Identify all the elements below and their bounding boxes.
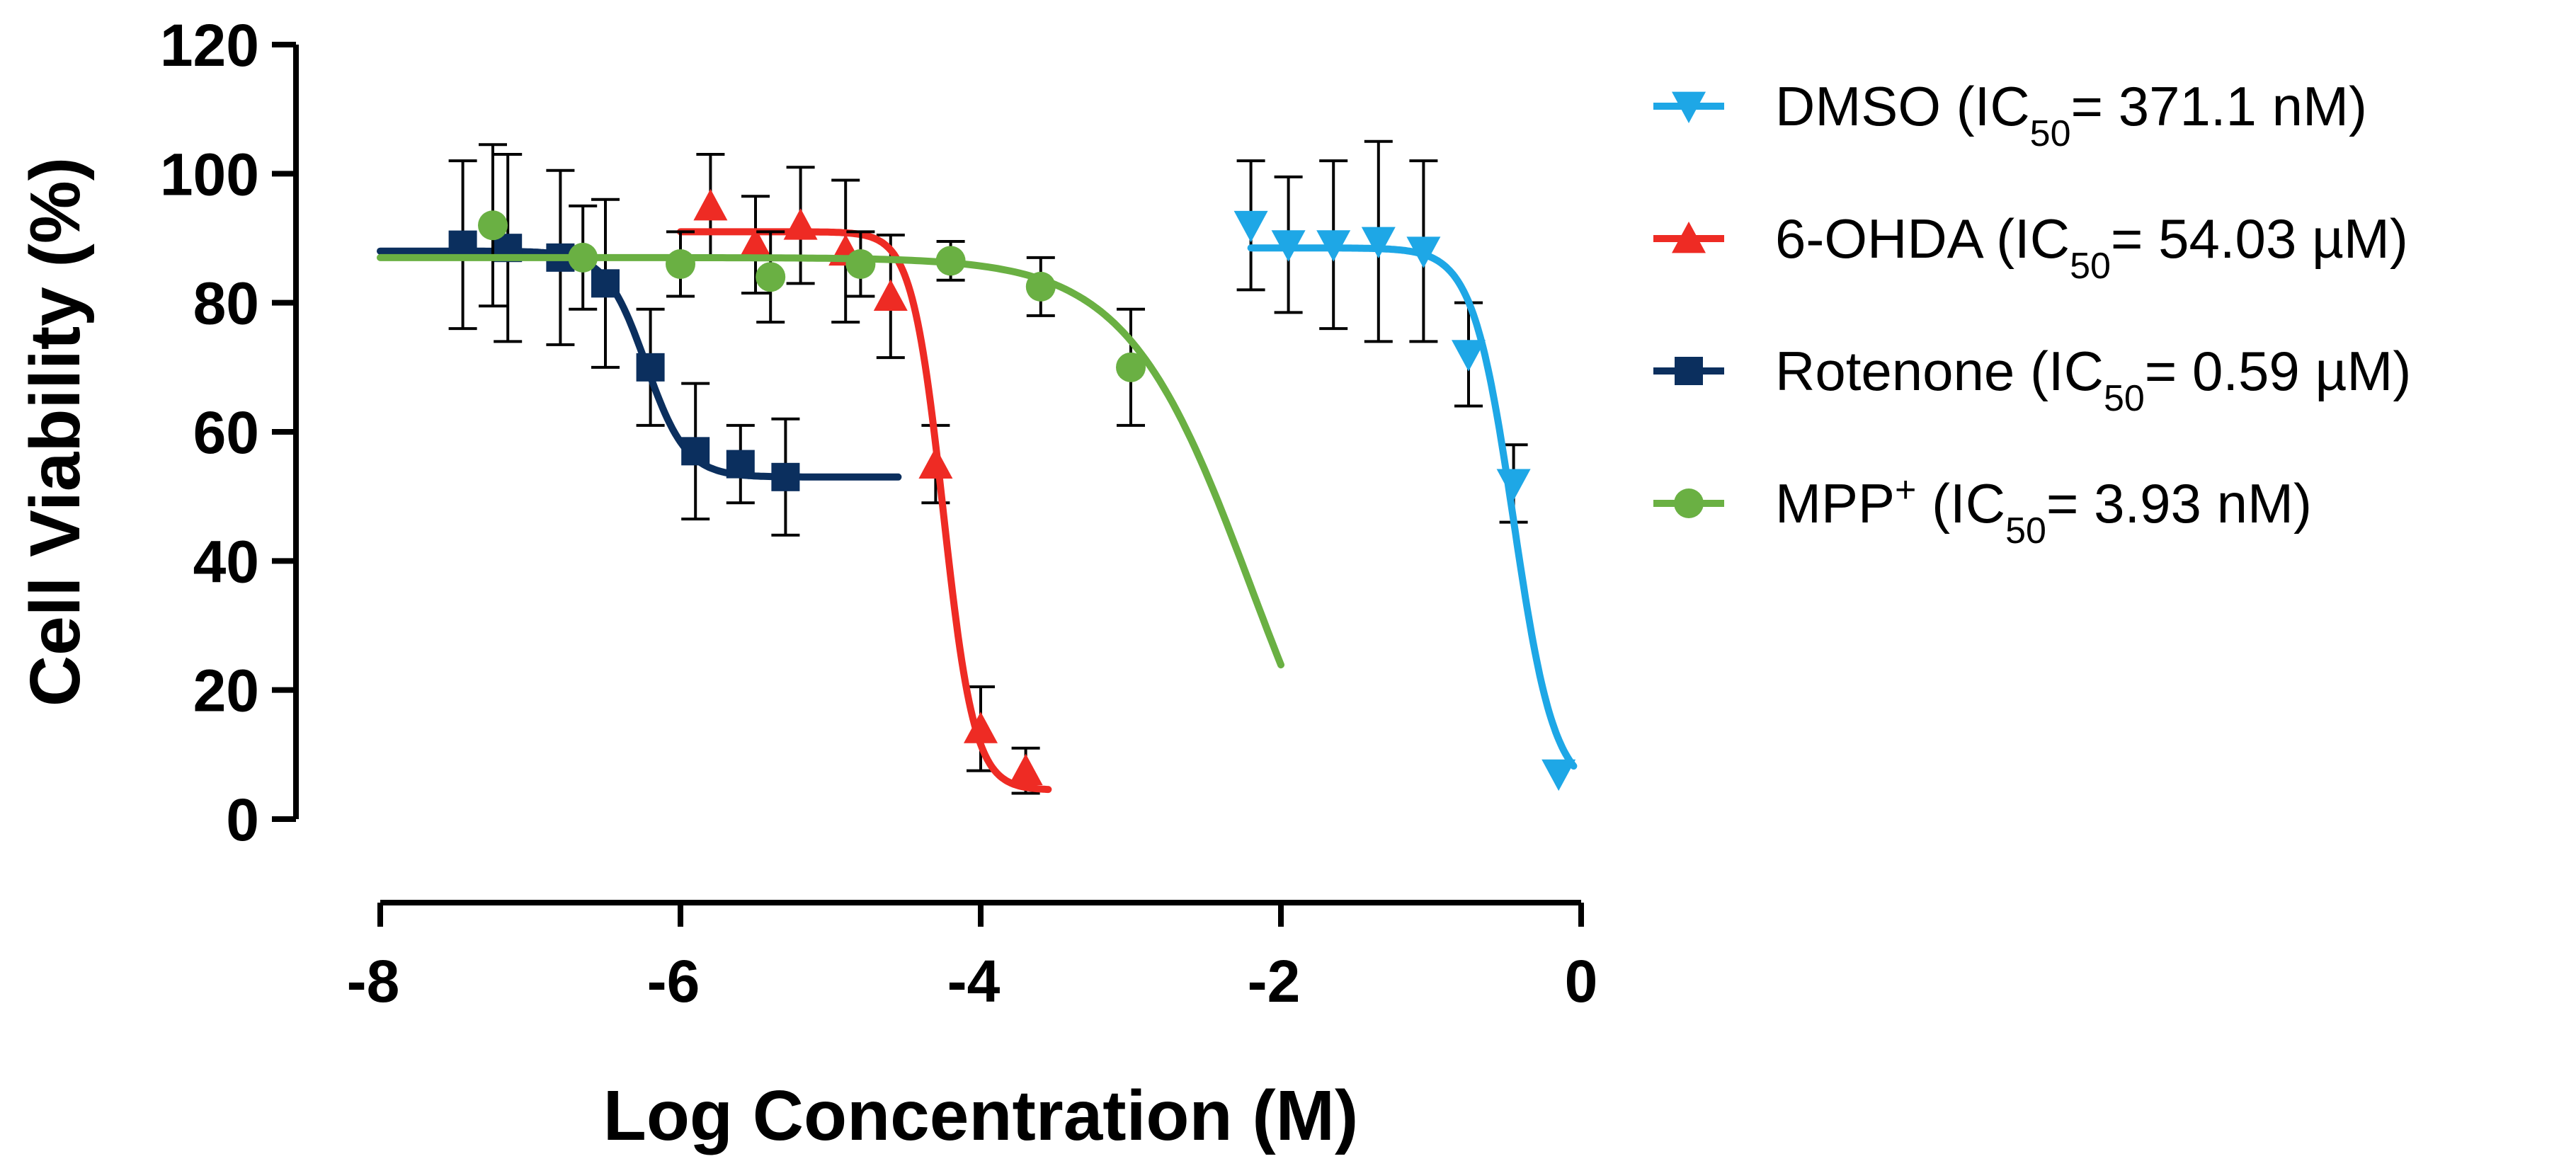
- data-point: [726, 450, 755, 479]
- x-axis-title: Log Concentration (M): [603, 1076, 1359, 1155]
- legend: DMSO (IC50= 371.1 nM) 6-OHDA (IC50= 54.03…: [1653, 75, 2411, 551]
- y-axis: 0 20 40 60 80 100 120: [160, 12, 299, 853]
- data-point: [591, 269, 620, 298]
- fit-curve: [377, 253, 1284, 669]
- series-rotenone: [377, 152, 902, 537]
- y-tick-label: 80: [193, 270, 259, 337]
- data-point: [918, 447, 953, 479]
- plot-area: [377, 139, 1578, 795]
- y-tick-label: 40: [193, 528, 259, 595]
- data-point: [845, 248, 876, 279]
- data-point: [1541, 759, 1576, 791]
- legend-label: DMSO (IC50= 371.1 nM): [1775, 75, 2367, 154]
- data-point: [739, 227, 773, 260]
- data-point: [666, 248, 695, 279]
- x-tick-label: -6: [647, 948, 700, 1014]
- data-point: [1361, 227, 1396, 259]
- y-tick-label: 60: [193, 399, 259, 466]
- y-tick-label: 120: [160, 12, 259, 79]
- y-axis-title: Cell Viability (%): [16, 157, 95, 707]
- data-point: [964, 711, 998, 743]
- x-tick-label: -4: [947, 948, 1001, 1014]
- data-point: [756, 262, 786, 292]
- legend-marker: [1674, 488, 1704, 518]
- legend-label: MPP+ (IC50= 3.93 nM): [1775, 469, 2312, 551]
- legend-marker: [1672, 222, 1706, 253]
- x-axis: -8 -6 -4 -2 0: [347, 900, 1598, 1014]
- legend-label: Rotenone (IC50= 0.59 µM): [1775, 340, 2411, 419]
- legend-item: MPP+ (IC50= 3.93 nM): [1653, 469, 2312, 551]
- fit-curve: [1247, 244, 1578, 770]
- data-point: [1271, 230, 1306, 262]
- series-dmso: [1233, 139, 1578, 791]
- x-tick-label: -8: [347, 948, 400, 1014]
- data-point: [1452, 340, 1486, 372]
- data-point: [681, 437, 710, 466]
- data-point: [636, 353, 665, 382]
- data-point: [1496, 469, 1531, 501]
- data-point: [1025, 271, 1056, 302]
- y-tick-label: 100: [160, 141, 259, 207]
- legend-item: DMSO (IC50= 371.1 nM): [1653, 75, 2367, 154]
- fit-curve: [677, 228, 1052, 794]
- series-6-ohda: [677, 152, 1052, 795]
- x-tick-label: 0: [1565, 948, 1598, 1014]
- data-point: [1008, 753, 1043, 786]
- legend-item: Rotenone (IC50= 0.59 µM): [1653, 340, 2411, 419]
- data-point: [1233, 210, 1268, 243]
- series-mpp-: [377, 143, 1284, 669]
- data-point: [1406, 236, 1441, 268]
- data-point: [771, 462, 800, 491]
- data-point: [873, 279, 908, 311]
- x-tick-label: -2: [1248, 948, 1301, 1014]
- data-point: [693, 188, 728, 221]
- legend-item: 6-OHDA (IC50= 54.03 µM): [1653, 207, 2408, 287]
- legend-marker: [1675, 357, 1703, 385]
- legend-marker: [1672, 91, 1706, 123]
- y-tick-label: 20: [193, 658, 259, 724]
- y-tick-label: 0: [226, 787, 259, 853]
- legend-label: 6-OHDA (IC50= 54.03 µM): [1775, 207, 2408, 287]
- data-point: [1116, 352, 1146, 382]
- data-point: [568, 242, 598, 273]
- data-point: [478, 210, 508, 241]
- data-point: [1316, 230, 1351, 262]
- data-point: [935, 246, 966, 276]
- data-point: [783, 208, 818, 240]
